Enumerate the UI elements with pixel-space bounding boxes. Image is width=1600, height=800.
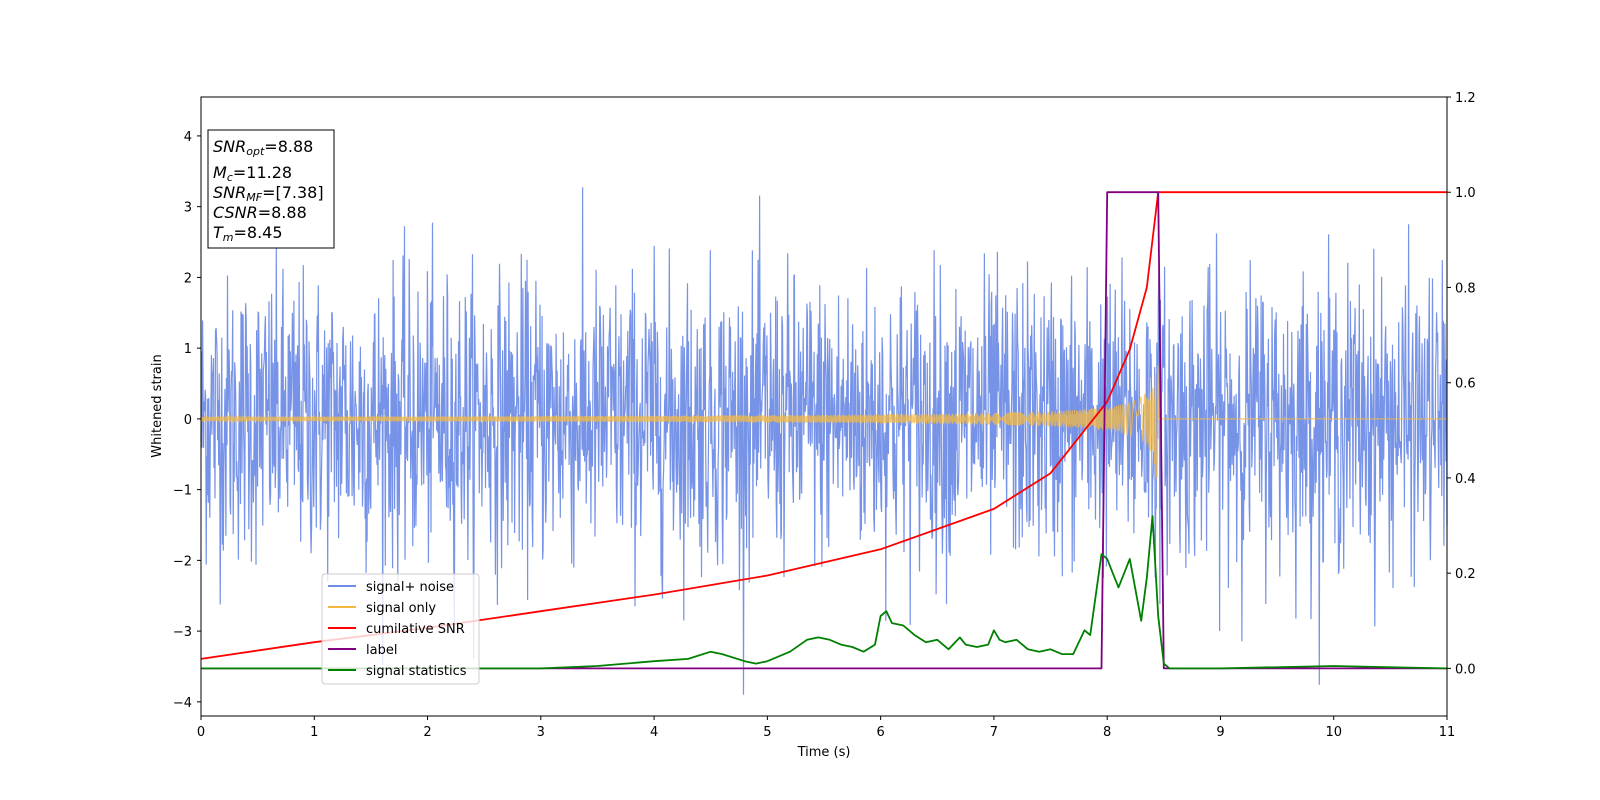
x-tick-label: 0 (197, 725, 205, 740)
legend-item: signal only (328, 601, 436, 616)
y-axis-label: Whitened strain (150, 354, 165, 457)
y2-tick-label: 0.4 (1455, 472, 1476, 487)
legend-label: signal statistics (366, 664, 467, 679)
y2-tick-label: 0.2 (1455, 567, 1476, 582)
legend-label: cumilative SNR (366, 622, 465, 637)
y2-tick-label: 0.6 (1455, 377, 1476, 392)
y-tick-label: 4 (184, 130, 192, 145)
x-axis-label: Time (s) (797, 745, 851, 760)
y2-tick-label: 1.2 (1455, 91, 1476, 106)
legend-item: label (328, 643, 397, 658)
signal-noise-line (200, 187, 1448, 695)
y-tick-label: 1 (184, 342, 192, 357)
stats-box-frame (207, 129, 335, 249)
y2-tick-label: 1.0 (1455, 186, 1476, 201)
signal-noise-series (200, 187, 1448, 695)
legend: signal+ noise signal only cumilative SNR… (321, 573, 480, 685)
x-tick-label: 7 (990, 725, 998, 740)
stat-mc: Mc=11.28 (213, 163, 292, 184)
legend-item: signal statistics (328, 664, 467, 679)
y-tick-label: 2 (184, 271, 192, 286)
x-tick-label: 6 (876, 725, 884, 740)
legend-label: signal+ noise (366, 580, 454, 595)
x-tick-label: 11 (1439, 725, 1456, 740)
stats-box: SNRopt=8.88 Mc=11.28 SNRMF=[7.38] CSNR=8… (207, 129, 335, 249)
y-tick-label: −4 (173, 696, 192, 711)
stat-snr-opt: SNRopt=8.88 (213, 137, 313, 158)
stat-csnr: CSNR=8.88 (213, 203, 307, 222)
x-tick-label: 3 (537, 725, 545, 740)
y2-tick-label: 0.8 (1455, 281, 1476, 296)
y-axis-right: 0.0 0.2 0.4 0.6 0.8 1.0 1.2 (1447, 91, 1476, 677)
x-tick-label: 10 (1325, 725, 1342, 740)
signal-statistics-line (201, 515, 1448, 670)
legend-item: cumilative SNR (328, 622, 465, 637)
y-tick-label: 0 (184, 413, 192, 428)
y-axis-left: −4 −3 −2 −1 0 1 2 3 4 (173, 130, 201, 711)
signal-only-series (200, 365, 1447, 479)
legend-label: label (366, 643, 397, 658)
x-tick-label: 1 (310, 725, 318, 740)
x-tick-label: 2 (423, 725, 431, 740)
stat-snr-mf: SNRMF=[7.38] (213, 183, 324, 204)
x-axis: 0 1 2 3 4 5 6 7 8 9 10 11 (197, 716, 1455, 740)
axes-frame (200, 96, 1448, 717)
x-tick-label: 5 (763, 725, 771, 740)
y2-tick-label: 0.0 (1455, 662, 1476, 677)
x-tick-label: 4 (650, 725, 658, 740)
legend-label: signal only (366, 601, 436, 616)
x-tick-label: 9 (1216, 725, 1224, 740)
stat-tm: Tm=8.45 (213, 223, 283, 244)
y-tick-label: −1 (173, 484, 192, 499)
y-tick-label: −2 (173, 554, 192, 569)
y-tick-label: 3 (184, 201, 192, 216)
signal-only-line (200, 365, 1447, 479)
legend-item: signal+ noise (328, 580, 454, 595)
x-tick-label: 8 (1103, 725, 1111, 740)
y-tick-label: −3 (173, 625, 192, 640)
legend-frame (321, 573, 480, 685)
